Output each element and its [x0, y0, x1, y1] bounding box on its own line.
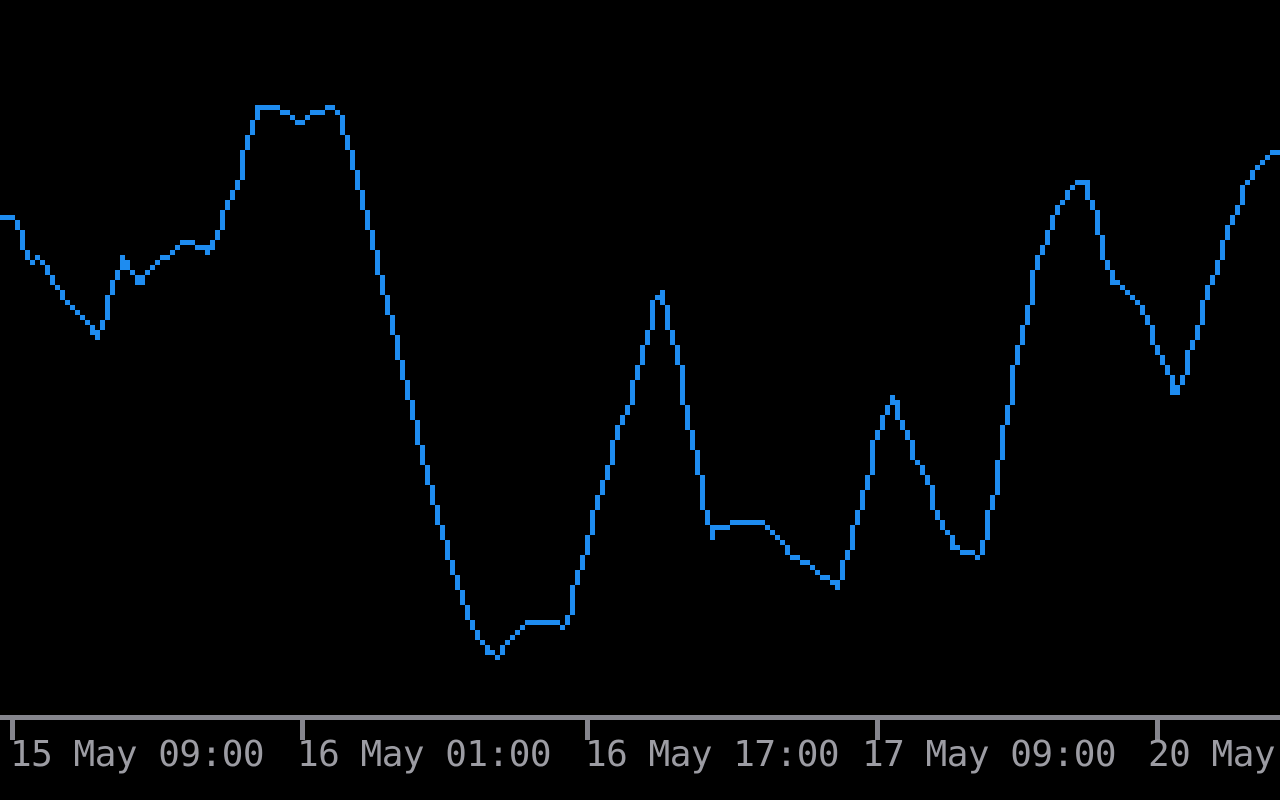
x-axis-tick-label: 17 May 09:00 [862, 734, 1117, 775]
x-axis-tick-label: 16 May 01:00 [297, 734, 552, 775]
x-axis-tick-label: 20 May [1148, 734, 1276, 775]
x-axis-tick-label: 16 May 17:00 [585, 734, 840, 775]
x-axis-tick-label: 15 May 09:00 [10, 734, 265, 775]
